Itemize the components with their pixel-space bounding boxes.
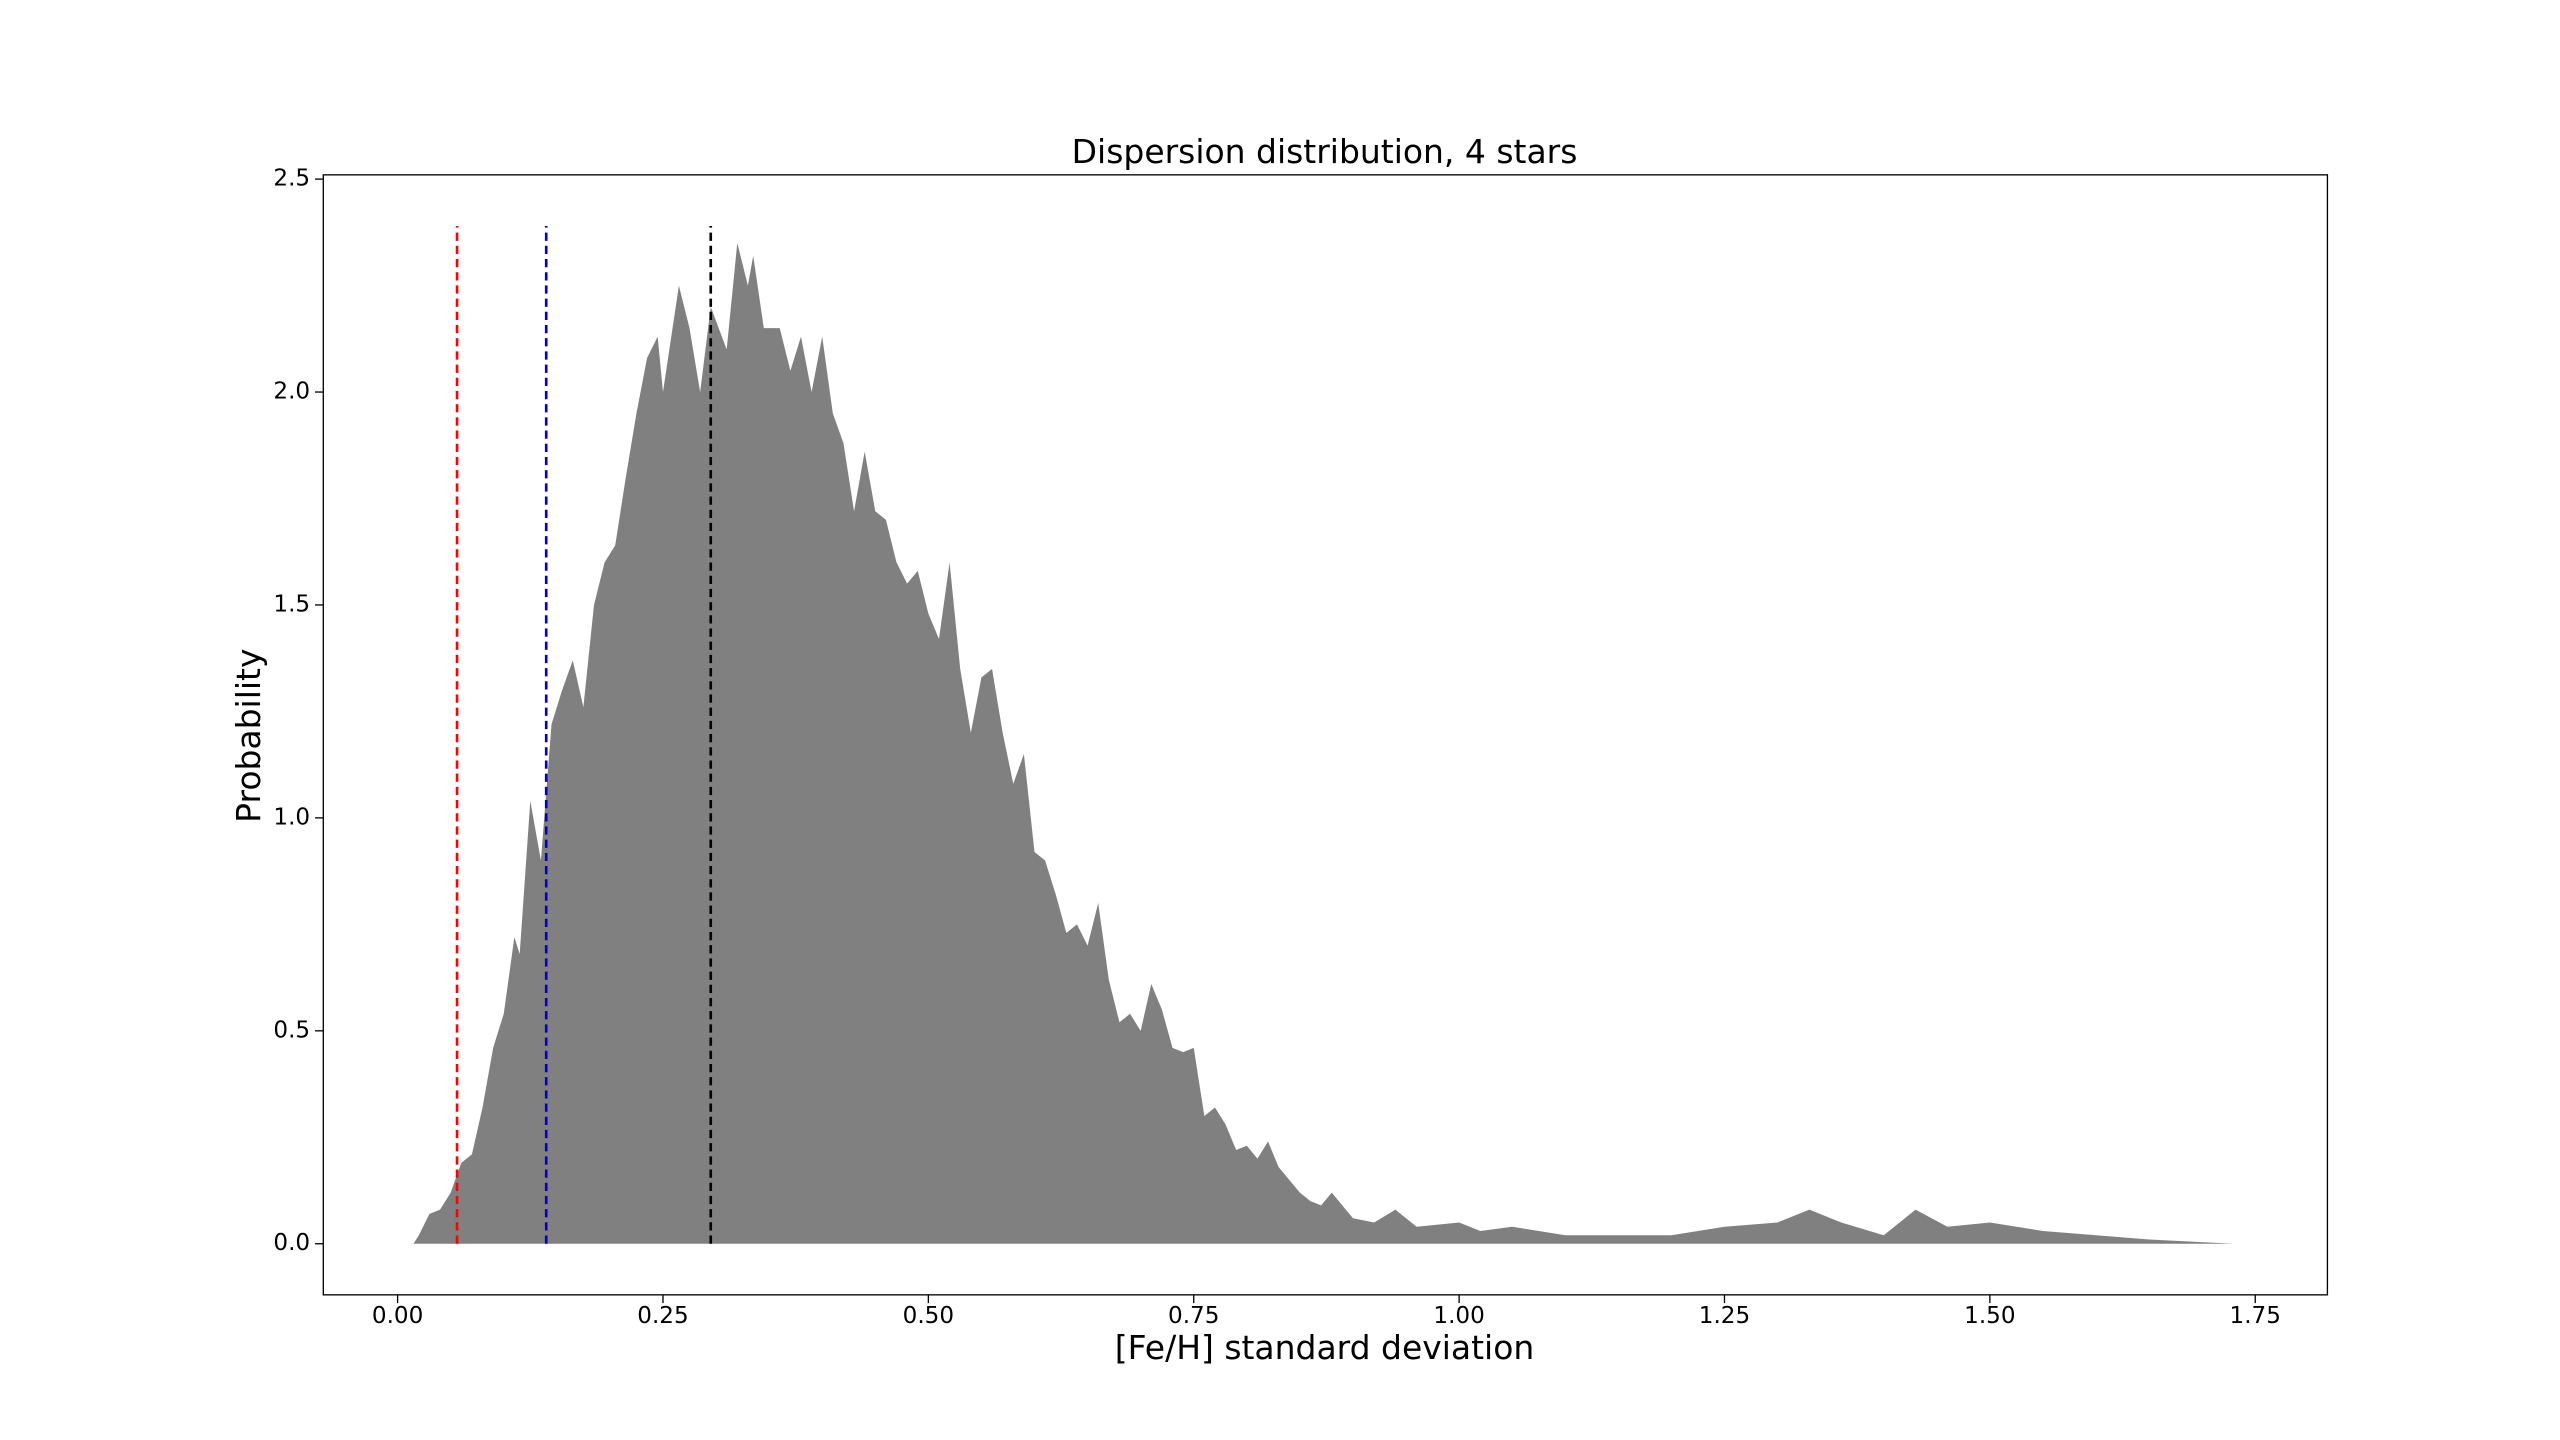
plot-frame <box>322 174 2329 1296</box>
chart-title: Dispersion distribution, 4 stars <box>1072 132 1578 171</box>
x-tick-label: 1.50 <box>1964 1303 2015 1329</box>
density-area <box>413 242 2235 1244</box>
x-tick-label: 0.25 <box>637 1303 688 1329</box>
x-tick-label: 1.25 <box>1699 1303 1750 1329</box>
x-tick-label: 1.75 <box>2230 1303 2281 1329</box>
y-tick-label: 1.0 <box>273 804 310 830</box>
x-tick-label: 1.00 <box>1433 1303 1484 1329</box>
y-tick-label: 2.5 <box>273 166 310 192</box>
y-axis-label: Probability <box>229 649 268 823</box>
y-tick-label: 0.0 <box>273 1230 310 1256</box>
x-axis-label: [Fe/H] standard deviation <box>1115 1328 1535 1367</box>
y-tick-label: 2.0 <box>273 379 310 405</box>
y-tick-label: 0.5 <box>273 1017 310 1043</box>
y-tick-label: 1.5 <box>273 591 310 617</box>
x-tick-label: 0.50 <box>903 1303 954 1329</box>
x-tick-label: 0.75 <box>1168 1303 1219 1329</box>
x-tick-label: 0.00 <box>372 1303 423 1329</box>
